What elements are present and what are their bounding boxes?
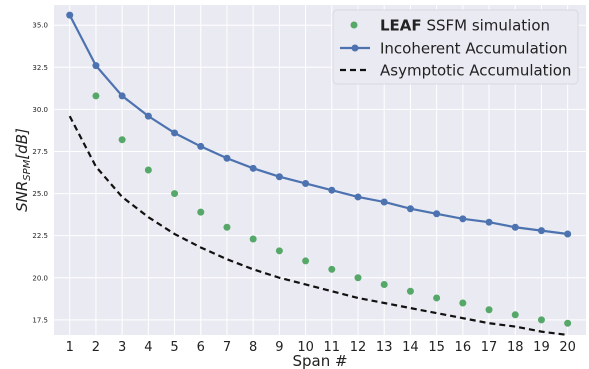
- y-axis-label: SNRSPM[dB]: [13, 128, 33, 212]
- x-tick-label: 7: [223, 340, 231, 355]
- leaf-point: [537, 316, 545, 324]
- y-tick-label: 32.5: [32, 64, 48, 72]
- legend-marker-leaf: [350, 21, 358, 29]
- leaf-point: [249, 235, 257, 243]
- x-tick-label: 13: [376, 340, 393, 355]
- incoherent-point: [275, 173, 283, 181]
- incoherent-point: [459, 215, 467, 223]
- y-axis-title-main: SNR: [13, 181, 31, 212]
- x-tick-label: 3: [118, 340, 126, 355]
- incoherent-point: [144, 112, 152, 120]
- legend-label-leaf: LEAF SSFM simulation: [380, 17, 550, 35]
- x-tick-label: 9: [275, 340, 283, 355]
- x-tick-label: 5: [170, 340, 178, 355]
- x-axis-title: Span #: [292, 352, 347, 369]
- incoherent-point: [537, 227, 545, 235]
- leaf-point: [197, 208, 205, 216]
- incoherent-point: [223, 154, 231, 162]
- incoherent-point: [66, 11, 74, 19]
- y-tick-label: 27.5: [32, 148, 48, 156]
- incoherent-point: [92, 62, 100, 70]
- incoherent-point: [118, 92, 126, 100]
- leaf-point: [275, 247, 283, 255]
- leaf-point: [485, 306, 493, 314]
- leaf-point: [433, 294, 441, 302]
- leaf-point: [354, 274, 362, 282]
- x-tick-label: 4: [144, 340, 152, 355]
- incoherent-point: [171, 129, 179, 137]
- x-tick-label: 8: [249, 340, 257, 355]
- incoherent-point: [511, 223, 519, 231]
- incoherent-point: [302, 179, 310, 187]
- leaf-point: [459, 299, 467, 307]
- y-axis-title-sub: SPM: [22, 159, 33, 180]
- x-tick-label: 6: [197, 340, 205, 355]
- leaf-point: [511, 311, 519, 319]
- y-tick-label: 20.0: [32, 274, 48, 282]
- x-tick-label: 17: [481, 340, 498, 355]
- incoherent-point: [380, 198, 388, 206]
- x-tick-label: 16: [455, 340, 472, 355]
- series-0: [92, 92, 572, 327]
- leaf-point: [564, 319, 572, 327]
- y-tick-label: 22.5: [32, 232, 48, 240]
- leaf-point: [223, 223, 231, 231]
- incoherent-point: [249, 164, 257, 172]
- incoherent-point: [564, 230, 572, 238]
- x-tick-label: 18: [507, 340, 524, 355]
- y-tick-label: 30.0: [32, 106, 48, 114]
- x-tick-label: 15: [428, 340, 445, 355]
- legend-label-leaf-bold: LEAF: [380, 17, 422, 35]
- incoherent-point: [328, 186, 336, 194]
- legend-box: [332, 9, 579, 85]
- x-tick-label: 2: [92, 340, 100, 355]
- legend-label-asymptotic: Asymptotic Accumulation: [380, 62, 571, 80]
- leaf-point: [406, 287, 414, 295]
- legend-marker-incoherent: [351, 44, 359, 52]
- leaf-point: [302, 257, 310, 265]
- y-tick-label: 35.0: [32, 22, 48, 30]
- y-axis-ticks: 17.5 20.0 22.5 25.0 27.5 30.0 32.5 35.0: [32, 22, 48, 325]
- x-tick-label: 20: [559, 340, 576, 355]
- incoherent-point: [406, 205, 414, 213]
- leaf-point: [144, 166, 152, 174]
- asymptotic-line: [68, 115, 568, 337]
- x-tick-label: 14: [402, 340, 419, 355]
- incoherent-point: [433, 210, 441, 218]
- y-axis-title-unit: [dB]: [13, 128, 31, 160]
- leaf-point: [171, 190, 179, 198]
- series-layer: [66, 11, 572, 337]
- x-tick-label: 1: [66, 340, 74, 355]
- series-2: [68, 115, 568, 337]
- incoherent-line: [68, 14, 568, 236]
- y-axis-title: SNRSPM[dB]: [13, 128, 33, 212]
- incoherent-point: [354, 193, 362, 201]
- legend: LEAF SSFM simulation Incoherent Accumula…: [332, 9, 579, 85]
- legend-label-leaf-rest: SSFM simulation: [422, 17, 550, 35]
- x-axis-ticks: 1 2 3 4 5 6 7 8 9 10 11 12 13 14 15 16 17 18 19 20: [66, 340, 576, 355]
- x-tick-label: 12: [350, 340, 367, 355]
- leaf-point: [328, 265, 336, 273]
- y-tick-label: 25.0: [32, 190, 48, 198]
- leaf-point: [118, 136, 126, 144]
- x-tick-label: 11: [324, 340, 341, 355]
- leaf-point: [380, 280, 388, 288]
- incoherent-point: [485, 218, 493, 226]
- leaf-point: [92, 92, 100, 100]
- y-tick-label: 17.5: [32, 316, 48, 324]
- series-1: [66, 11, 572, 238]
- x-axis-label: Span #: [292, 352, 347, 369]
- x-tick-label: 19: [533, 340, 550, 355]
- legend-label-incoherent: Incoherent Accumulation: [380, 40, 568, 58]
- incoherent-point: [197, 142, 205, 150]
- x-tick-label: 10: [297, 340, 314, 355]
